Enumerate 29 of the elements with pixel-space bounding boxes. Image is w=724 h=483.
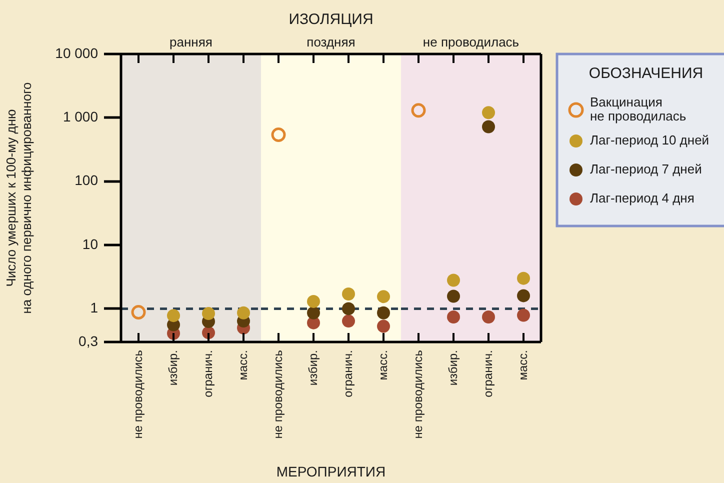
legend-label: Вакцинация не проводилась	[590, 94, 686, 124]
legend-label: Лаг-период 4 дня	[590, 190, 694, 206]
x-tick-label: не проводились	[270, 350, 285, 439]
x-tick-label: избир.	[166, 350, 180, 386]
x-tick-label: масс.	[236, 350, 250, 380]
x-tick-label: не проводились	[410, 350, 425, 439]
legend-title: ОБОЗНАЧЕНИЯ	[588, 65, 704, 82]
chart-title: ИЗОЛЯЦИЯ	[288, 11, 374, 28]
x-tick-label: огранич.	[340, 350, 355, 398]
legend-label: Лаг-период 7 дней	[590, 162, 702, 177]
x-tick-label: не проводились	[130, 350, 145, 439]
band-label: поздняя	[306, 34, 356, 50]
x-tick-label: избир.	[446, 350, 460, 386]
y-tick-label: 0,3	[78, 332, 98, 349]
x-tick-label: огранич.	[480, 350, 495, 398]
band-label: не проводилась	[422, 34, 520, 50]
x-tick-label: огранич.	[200, 350, 215, 398]
y-tick-label: 10 000	[55, 44, 98, 61]
x-axis-title: МЕРОПРИЯТИЯ	[276, 463, 386, 480]
band-label: ранняя	[170, 34, 212, 50]
x-tick-label: избир.	[306, 350, 320, 386]
y-tick-label: 100	[74, 172, 98, 188]
legend-label: Лаг-период 10 дней	[590, 132, 710, 148]
x-tick-label: масс.	[516, 350, 530, 380]
y-tick-label: 1 000	[62, 108, 98, 125]
x-tick-label: масс.	[376, 350, 390, 380]
y-tick-label: 1	[90, 300, 98, 316]
y-tick-label: 10	[82, 236, 98, 252]
y-axis-title: Число умерших к 100-му дню на одного первично инфицированного	[3, 82, 34, 314]
